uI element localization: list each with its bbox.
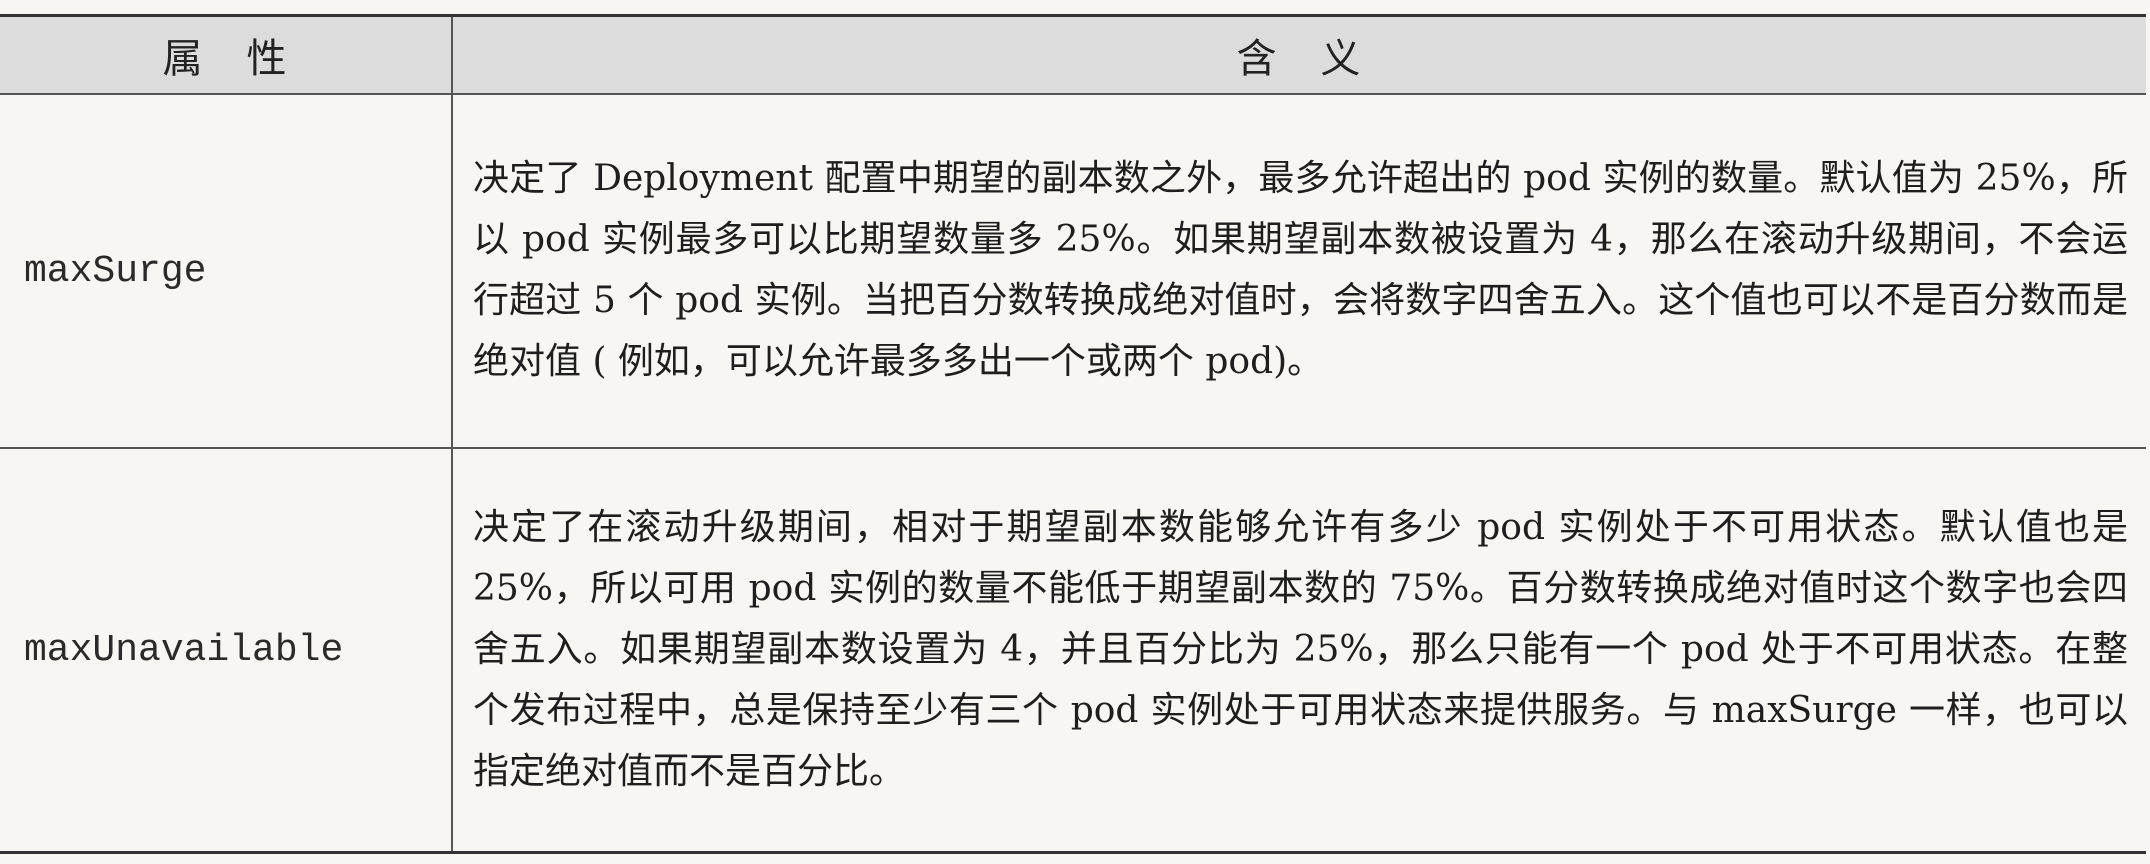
table-row: maxSurge 决定了 Deployment 配置中期望的副本数之外，最多允许…	[0, 94, 2146, 449]
table-row: maxUnavailable 决定了在滚动升级期间，相对于期望副本数能够允许有多…	[0, 448, 2146, 854]
header-meaning: 含 义	[452, 14, 2146, 95]
property-description-maxunavailable: 决定了在滚动升级期间，相对于期望副本数能够允许有多少 pod 实例处于不可用状态…	[452, 448, 2146, 854]
property-name-maxunavailable: maxUnavailable	[0, 448, 453, 854]
header-attribute: 属 性	[0, 14, 453, 95]
property-description-maxsurge: 决定了 Deployment 配置中期望的副本数之外，最多允许超出的 pod 实…	[452, 94, 2146, 449]
property-name-maxsurge: maxSurge	[0, 94, 453, 449]
property-table: 属 性 含 义 maxSurge 决定了 Deployment 配置中期望的副本…	[0, 14, 2146, 854]
table-header-row: 属 性 含 义	[0, 14, 2146, 95]
